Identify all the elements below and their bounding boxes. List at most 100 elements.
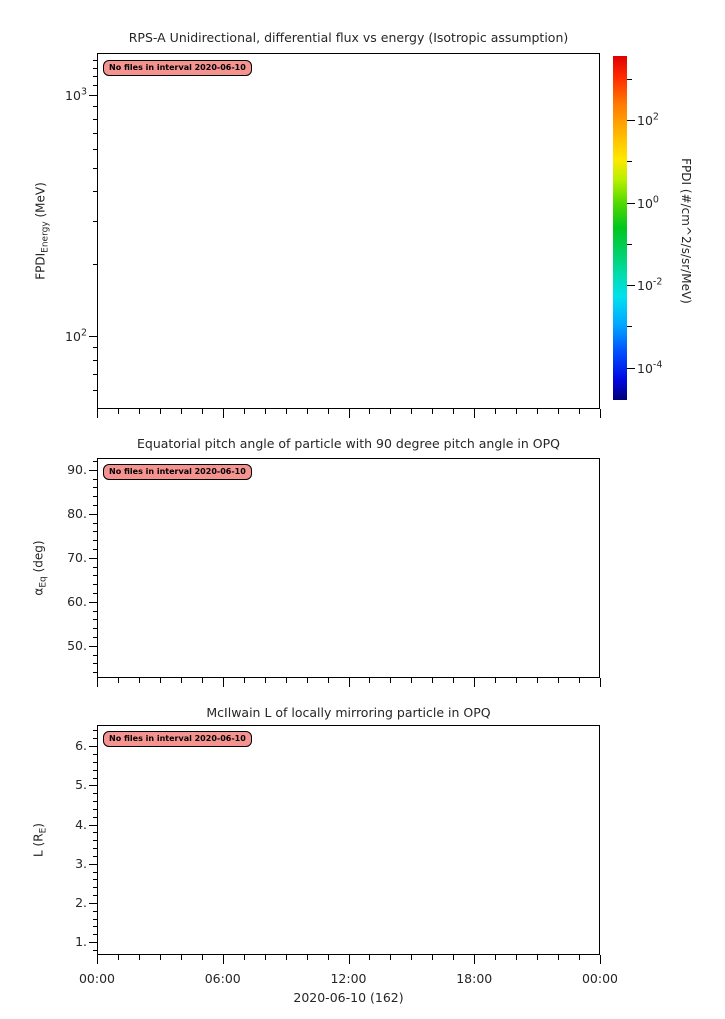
x-minor-tick bbox=[432, 409, 434, 414]
y-minor-tick bbox=[93, 461, 97, 463]
y-minor-tick bbox=[93, 738, 97, 740]
y-minor-tick bbox=[93, 549, 97, 551]
x-minor-tick bbox=[411, 409, 413, 414]
y-minor-tick bbox=[93, 132, 97, 134]
x-minor-tick bbox=[516, 955, 518, 960]
y-minor-tick bbox=[93, 801, 97, 802]
no-files-badge: No files in interval 2020-06-10 bbox=[103, 60, 252, 76]
x-minor-tick bbox=[159, 678, 161, 683]
y-major-tick bbox=[89, 902, 97, 904]
x-minor-tick bbox=[369, 955, 371, 960]
colorbar-minor-tick bbox=[627, 243, 632, 245]
x-minor-tick bbox=[579, 409, 581, 414]
x-minor-tick bbox=[516, 409, 518, 414]
x-minor-tick bbox=[117, 409, 119, 414]
y-tick-label: 5. bbox=[75, 777, 87, 793]
y-minor-tick bbox=[93, 593, 97, 595]
y-tick-label: 103 bbox=[65, 87, 87, 104]
y-tick-label: 2. bbox=[75, 895, 87, 911]
y-minor-tick bbox=[93, 373, 97, 375]
x-major-tick bbox=[474, 955, 476, 964]
x-minor-tick bbox=[285, 678, 287, 683]
y-major-tick bbox=[89, 469, 97, 471]
x-minor-tick bbox=[180, 409, 182, 414]
x-major-tick bbox=[474, 678, 476, 687]
y-minor-tick bbox=[93, 584, 97, 586]
y-minor-tick bbox=[93, 777, 97, 779]
y-minor-tick bbox=[93, 85, 97, 87]
y-tick-label: 6. bbox=[75, 738, 87, 754]
colorbar-minor-tick bbox=[627, 78, 632, 80]
y-major-tick bbox=[89, 513, 97, 515]
x-minor-tick bbox=[180, 955, 182, 960]
y-major-tick bbox=[89, 336, 97, 338]
y-minor-tick bbox=[93, 540, 97, 542]
x-minor-tick bbox=[117, 678, 119, 683]
x-minor-tick bbox=[138, 955, 140, 960]
y-minor-tick bbox=[93, 949, 97, 951]
y-minor-tick bbox=[93, 808, 97, 810]
y-tick-label: 50. bbox=[67, 638, 87, 654]
x-minor-tick bbox=[306, 409, 308, 414]
y-minor-tick bbox=[93, 531, 97, 533]
x-minor-tick bbox=[285, 409, 287, 414]
y-major-tick bbox=[89, 557, 97, 559]
colorbar-minor-tick bbox=[627, 326, 632, 328]
x-minor-tick bbox=[453, 955, 455, 960]
x-major-tick bbox=[348, 409, 350, 418]
y-major-tick bbox=[89, 645, 97, 647]
x-minor-tick bbox=[264, 678, 266, 683]
x-minor-tick bbox=[537, 955, 539, 960]
y-tick-label: 1. bbox=[75, 934, 87, 950]
y-minor-tick bbox=[93, 106, 97, 108]
y-minor-tick bbox=[93, 654, 97, 656]
x-minor-tick bbox=[432, 678, 434, 683]
x-minor-tick bbox=[264, 955, 266, 960]
y-minor-tick bbox=[93, 522, 97, 524]
plot-title-pitch-angle: Equatorial pitch angle of particle with … bbox=[136, 436, 561, 451]
y-minor-tick bbox=[93, 148, 97, 150]
y-minor-tick bbox=[93, 347, 97, 349]
y-minor-tick bbox=[93, 855, 97, 857]
x-tick-label: 18:00 bbox=[456, 971, 493, 986]
y-minor-tick bbox=[93, 879, 97, 881]
y-tick-label: 4. bbox=[75, 816, 87, 832]
no-files-badge: No files in interval 2020-06-10 bbox=[103, 464, 252, 480]
y-minor-tick bbox=[93, 753, 97, 755]
y-major-tick bbox=[89, 601, 97, 603]
colorbar-major-tick bbox=[627, 202, 635, 204]
x-minor-tick bbox=[201, 409, 203, 414]
x-minor-tick bbox=[264, 409, 266, 414]
plot-area-mcilwain-l bbox=[97, 725, 600, 955]
x-major-tick bbox=[97, 955, 98, 964]
x-minor-tick bbox=[285, 955, 287, 960]
y-major-tick bbox=[89, 824, 97, 826]
x-axis-label: 2020-06-10 (162) bbox=[293, 990, 404, 1005]
y-minor-tick bbox=[93, 816, 97, 818]
x-minor-tick bbox=[495, 678, 497, 683]
x-tick-label: 06:00 bbox=[204, 971, 241, 986]
x-minor-tick bbox=[495, 955, 497, 960]
x-minor-tick bbox=[558, 955, 560, 960]
x-minor-tick bbox=[243, 409, 245, 414]
y-minor-tick bbox=[93, 934, 97, 936]
plot-area-flux bbox=[97, 53, 600, 409]
y-major-tick bbox=[89, 746, 97, 748]
x-major-tick bbox=[97, 678, 98, 687]
y-minor-tick bbox=[93, 910, 97, 912]
y-minor-tick bbox=[93, 769, 97, 771]
plot-title-mcilwain-l: McIlwain L of locally mirroring particle… bbox=[206, 705, 491, 720]
x-minor-tick bbox=[159, 955, 161, 960]
y-minor-tick bbox=[93, 887, 97, 889]
x-minor-tick bbox=[159, 409, 161, 414]
x-major-tick bbox=[600, 955, 601, 964]
y-minor-tick bbox=[93, 478, 97, 480]
x-minor-tick bbox=[495, 409, 497, 414]
colorbar-major-tick bbox=[627, 120, 635, 121]
y-minor-tick bbox=[93, 628, 97, 630]
y-axis-label-flux: FPDIEnergy (MeV) bbox=[33, 182, 51, 280]
x-minor-tick bbox=[306, 678, 308, 683]
y-minor-tick bbox=[93, 575, 97, 577]
x-minor-tick bbox=[138, 409, 140, 414]
x-minor-tick bbox=[327, 955, 329, 960]
